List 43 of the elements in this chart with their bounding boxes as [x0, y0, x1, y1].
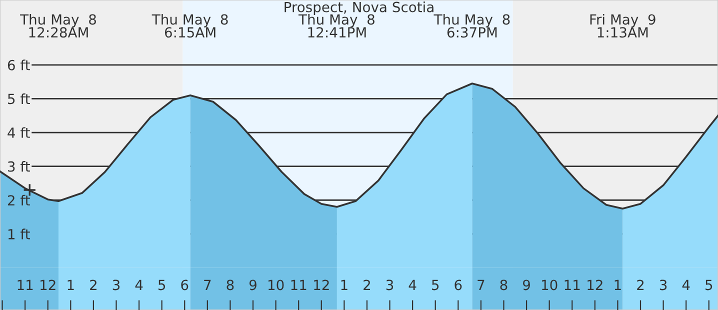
x-tick-label: 1 [614, 280, 621, 290]
x-tick-label: 12 [314, 280, 329, 290]
x-tick-label: 2 [364, 280, 370, 290]
x-tick-label: 9 [522, 280, 530, 290]
y-tick-label: 5 ft [8, 93, 30, 104]
x-tick-label: 5 [432, 280, 439, 290]
annotation: Thu May 8 6:15AM [152, 14, 228, 38]
x-tick-label: 2 [90, 280, 96, 290]
annotation: Thu May 8 6:37PM [434, 14, 510, 38]
y-tick-label: 4 ft [8, 127, 30, 138]
x-tick-label: 1 [341, 280, 348, 290]
x-tick-label: 5 [706, 280, 712, 290]
x-tick-label: 6 [454, 280, 462, 290]
x-tick-label: 8 [500, 280, 508, 290]
x-tick-label: 3 [112, 280, 120, 290]
x-tick-label: 4 [682, 280, 690, 290]
annotation: Fri May 9 1:13AM [590, 14, 656, 38]
x-tick-label: 8 [226, 280, 234, 290]
x-tick-label: 4 [135, 280, 143, 290]
annotation: Thu May 8 12:28AM [20, 14, 96, 38]
x-tick-label: 11 [564, 280, 580, 290]
x-tick-label: 3 [660, 280, 667, 290]
x-tick-label: 11 [291, 280, 306, 290]
x-tick-label: 10 [542, 280, 558, 290]
y-tick-label: 3 ft [8, 161, 30, 172]
x-tick-label: 7 [204, 280, 211, 290]
x-tick-label: 12 [40, 280, 56, 290]
x-tick-label: 6 [181, 280, 188, 290]
chart-title: Prospect, Nova Scotia [284, 2, 434, 15]
y-tick-label: 6 ft [8, 60, 30, 70]
x-tick-label: 5 [158, 280, 166, 290]
y-tick-label: 1 ft [8, 228, 30, 240]
annotation: Thu May 8 12:41PM [298, 14, 374, 38]
x-tick-label: 9 [249, 280, 256, 290]
y-tick-label: 2 ft [8, 194, 30, 206]
x-tick-label: 1 [68, 280, 74, 290]
x-tick-label: 11 [18, 280, 33, 290]
x-tick-label: 10 [268, 280, 284, 290]
x-tick-label: 7 [478, 280, 484, 290]
x-tick-label: 12 [588, 280, 602, 290]
x-tick-label: 3 [386, 280, 394, 290]
x-tick-label: 2 [637, 280, 644, 290]
x-tick-label: 4 [408, 280, 416, 290]
